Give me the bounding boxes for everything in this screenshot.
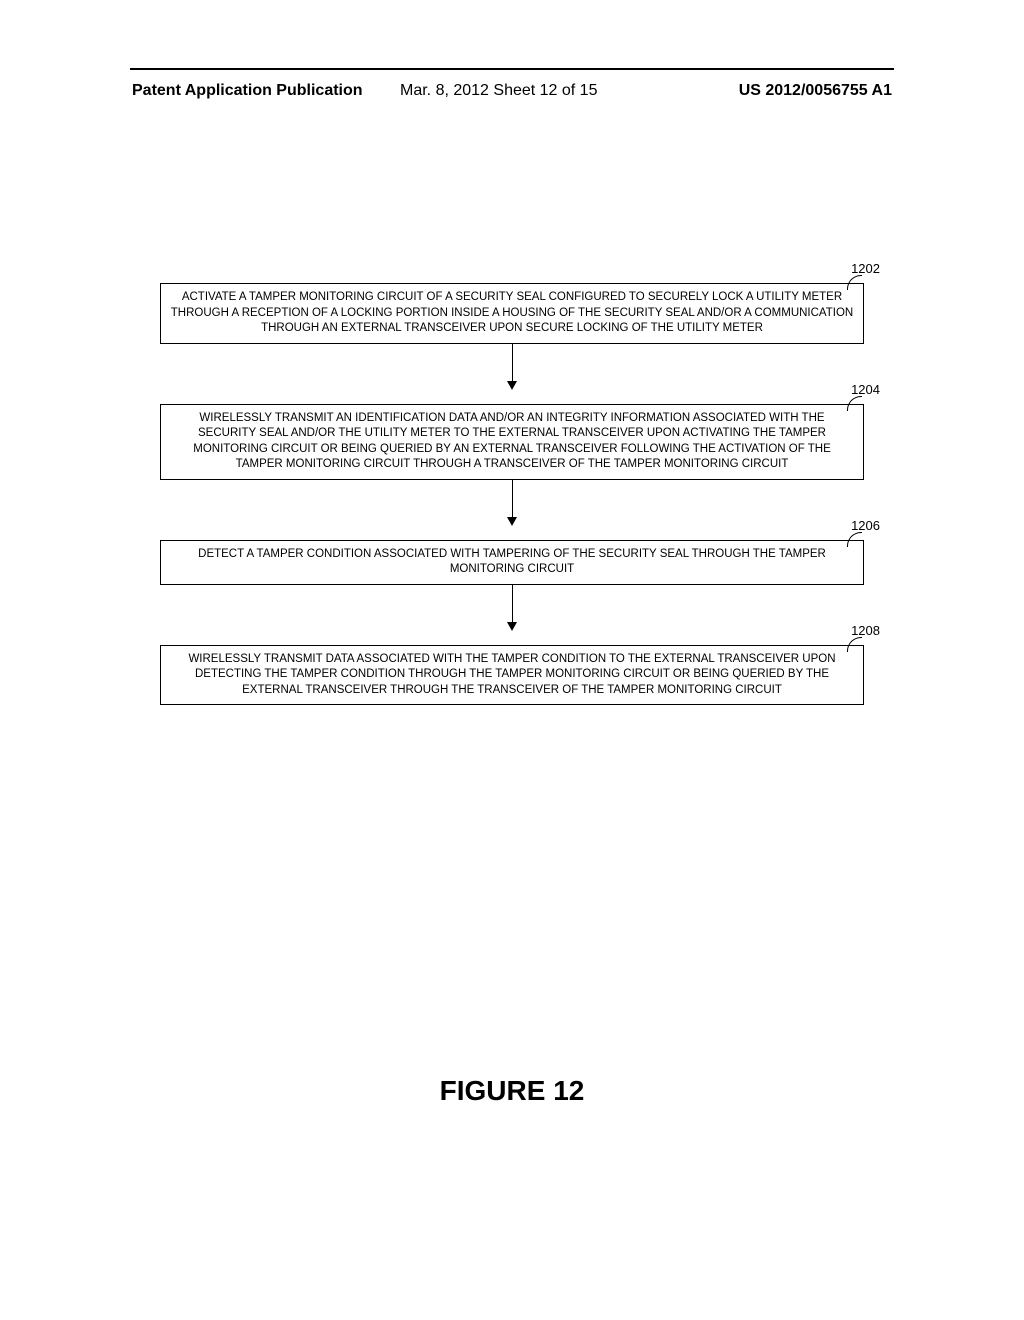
- arrow-stem-icon: [512, 585, 513, 627]
- arrow-2: [160, 480, 864, 522]
- ref-wrap-4: 1208: [160, 627, 864, 645]
- ref-num: 1202: [851, 261, 880, 276]
- header-right: US 2012/0056755 A1: [739, 82, 892, 100]
- step-box-1: ACTIVATE A TAMPER MONITORING CIRCUIT OF …: [160, 283, 864, 344]
- arrow-1: [160, 344, 864, 386]
- step-box-4: WIRELESSLY TRANSMIT DATA ASSOCIATED WITH…: [160, 645, 864, 706]
- ref-wrap-1: 1202: [160, 265, 864, 283]
- figure-title: FIGURE 12: [0, 1075, 1024, 1107]
- ref-num: 1206: [851, 518, 880, 533]
- flowchart: 1202 ACTIVATE A TAMPER MONITORING CIRCUI…: [160, 265, 864, 705]
- arrow-stem-icon: [512, 480, 513, 522]
- arrow-stem-icon: [512, 344, 513, 386]
- step-box-2: WIRELESSLY TRANSMIT AN IDENTIFICATION DA…: [160, 404, 864, 480]
- ref-num: 1204: [851, 382, 880, 397]
- header-left: Patent Application Publication: [132, 82, 363, 100]
- header-mid: Mar. 8, 2012 Sheet 12 of 15: [400, 82, 597, 100]
- ref-wrap-2: 1204: [160, 386, 864, 404]
- arrow-3: [160, 585, 864, 627]
- header-rule: [130, 68, 894, 70]
- step-box-3: DETECT A TAMPER CONDITION ASSOCIATED WIT…: [160, 540, 864, 585]
- page: Patent Application Publication Mar. 8, 2…: [0, 0, 1024, 1320]
- ref-num: 1208: [851, 623, 880, 638]
- ref-wrap-3: 1206: [160, 522, 864, 540]
